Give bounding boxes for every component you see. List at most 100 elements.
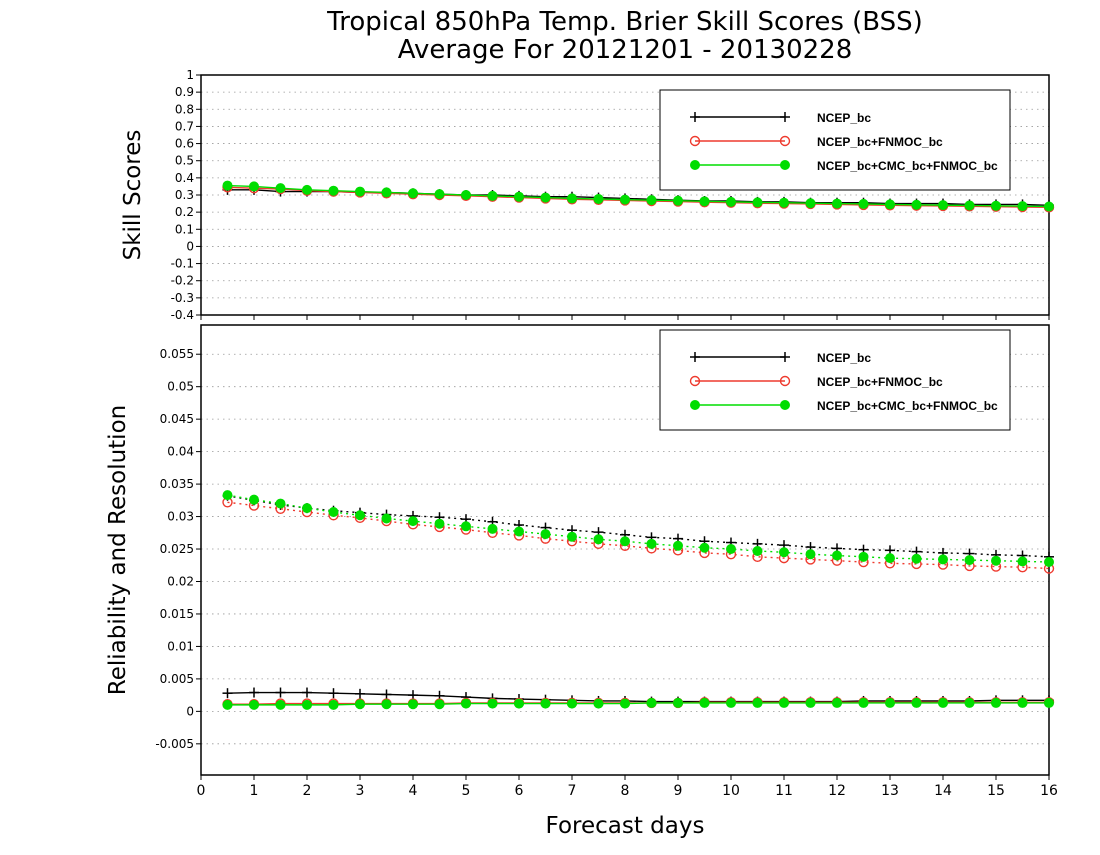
data-point: [222, 180, 233, 191]
data-point: [752, 697, 763, 708]
data-point: [991, 697, 1001, 708]
x-tick-label: 15: [987, 783, 1005, 799]
data-point: [461, 698, 471, 709]
data-point: [885, 697, 895, 708]
data-point: [779, 547, 789, 558]
series-line: [227, 501, 1050, 570]
data-point: [249, 494, 259, 505]
data-point: [355, 699, 365, 710]
data-point: [487, 523, 498, 534]
x-tick-label: 6: [515, 783, 524, 799]
data-point: [540, 698, 551, 709]
panel-1: -0.4 -0.3 -0.2 -0.1 0 0.1 0.2 0.3 0.4 0.5 0.6 0.7 0.…: [120, 68, 1055, 322]
data-point: [355, 186, 365, 197]
data-point: [726, 697, 736, 708]
data-point: [434, 189, 445, 200]
data-point: [646, 538, 657, 549]
y-tick-label: 0.055: [160, 347, 194, 361]
data-point: [328, 507, 339, 518]
y-tick-label: 0.05: [167, 380, 194, 394]
y-tick-label: 0.3: [175, 188, 194, 202]
data-point: [938, 200, 948, 211]
data-point: [1044, 557, 1054, 568]
data-point: [328, 185, 339, 196]
data-point: [302, 503, 312, 514]
legend-marker: [689, 375, 701, 387]
x-tick-label: 14: [934, 783, 952, 799]
data-point: [991, 555, 1001, 566]
x-tick-label: 12: [828, 783, 846, 799]
legend-label: NCEP_bc: [817, 351, 871, 365]
legend-box: [659, 89, 1011, 191]
x-tick-label: 7: [568, 783, 577, 799]
data-point: [567, 193, 577, 204]
y-tick-label: -0.3: [171, 291, 194, 305]
data-point: [222, 490, 233, 501]
data-point: [752, 197, 763, 208]
y-tick-label: 0.025: [160, 542, 194, 556]
x-tick-label: 1: [250, 783, 259, 799]
data-point: [673, 195, 683, 206]
legend-marker: [689, 135, 701, 147]
y-tick-label: -0.005: [155, 737, 194, 751]
x-tick-label: 5: [462, 783, 471, 799]
data-point: [567, 698, 577, 709]
data-point: [726, 544, 736, 555]
data-point: [673, 697, 683, 708]
data-point: [991, 200, 1001, 211]
y-tick-label: 0.015: [160, 607, 194, 621]
y-tick-label: 0.8: [175, 102, 194, 116]
legend-marker: [690, 160, 700, 170]
data-point: [752, 545, 763, 556]
data-point: [408, 699, 418, 710]
x-axis-title: Forecast days: [546, 813, 705, 839]
data-point: [328, 699, 339, 710]
y-tick-label: 0.7: [175, 119, 194, 133]
series-line: [227, 691, 1049, 703]
data-point: [620, 194, 630, 205]
y-tick-label: 0.9: [175, 85, 194, 99]
data-point: [381, 513, 392, 524]
y-tick-label: 0.035: [160, 477, 194, 491]
data-point: [858, 551, 869, 562]
legend-marker: [780, 160, 790, 170]
data-point: [779, 197, 789, 208]
data-point: [1017, 201, 1028, 212]
legend-label: NCEP_bc: [817, 111, 871, 125]
data-point: [593, 698, 604, 709]
y-tick-label: 0: [186, 239, 194, 253]
legend-label: NCEP_bc+FNMOC_bc: [817, 135, 943, 149]
data-point: [1017, 556, 1028, 567]
legend-marker: [690, 400, 700, 410]
data-point: [964, 697, 975, 708]
data-point: [381, 699, 392, 710]
legend-label: NCEP_bc+CMC_bc+FNMOC_bc: [817, 159, 998, 173]
data-point: [911, 199, 922, 210]
legend-box: [659, 329, 1011, 431]
data-point: [832, 697, 842, 708]
y-tick-label: 0.6: [175, 137, 194, 151]
data-point: [355, 510, 365, 521]
series-line: [227, 494, 1050, 563]
y-axis-title: Skill Scores: [120, 130, 146, 261]
x-tick-label: 4: [409, 783, 418, 799]
data-point: [567, 531, 577, 542]
y-tick-label: 0.03: [167, 510, 194, 524]
data-point: [646, 697, 657, 708]
data-point: [434, 518, 445, 529]
x-tick-label: 2: [303, 783, 312, 799]
y-tick-label: 0.4: [175, 171, 194, 185]
data-point: [620, 698, 630, 709]
data-point: [487, 698, 498, 709]
data-point: [858, 198, 869, 209]
data-point: [964, 200, 975, 211]
legend-marker: [780, 400, 790, 410]
chart-title-line-2: Average For 20121201 - 20130228: [398, 35, 853, 65]
data-point: [964, 555, 975, 566]
chart-title-line-1: Tropical 850hPa Temp. Brier Skill Scores…: [326, 7, 923, 37]
y-tick-label: 0.04: [167, 445, 194, 459]
data-point: [699, 542, 710, 553]
data-point: [275, 183, 286, 194]
